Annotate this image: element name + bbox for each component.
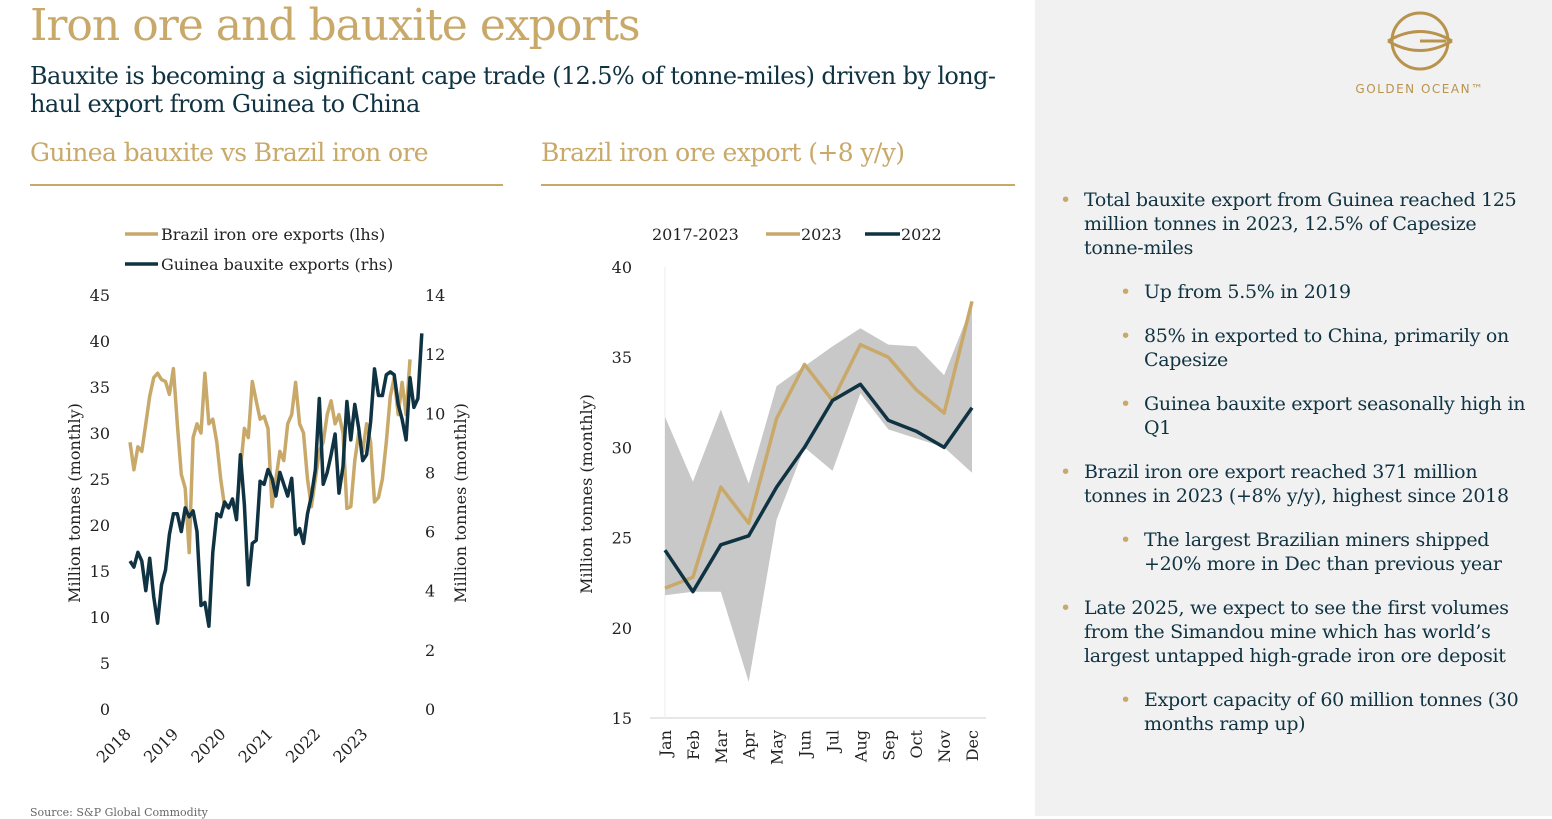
- range-band: [665, 304, 972, 682]
- x-tick-label: Feb: [684, 730, 703, 760]
- legend-label: 2017-2023: [652, 225, 739, 244]
- x-tick-label: Jan: [656, 730, 675, 758]
- guinea-brazil-chart: 0 5 10 15 20 25 30 35 40 45 0 2 4 6 8 10 12 14 Million ton…: [65, 225, 470, 767]
- y2-tick-label: 10: [425, 404, 445, 423]
- y-tick-label: 15: [90, 562, 110, 581]
- series-line: [128, 333, 424, 628]
- y-tick-label: 30: [612, 438, 632, 457]
- source-note: Source: S&P Global Commodity: [30, 806, 208, 819]
- right-title-divider: [541, 184, 1015, 186]
- y-tick-label: 5: [100, 654, 110, 673]
- golden-ocean-logo-icon: [1387, 11, 1453, 71]
- left-chart-title: Guinea bauxite vs Brazil iron ore: [30, 138, 429, 167]
- x-tick-label: Oct: [907, 729, 926, 758]
- x-tick-label: 2018: [93, 724, 135, 766]
- left-title-divider: [30, 184, 503, 186]
- x-tick-label: Jun: [796, 730, 815, 759]
- legend-label: Brazil iron ore exports (lhs): [161, 225, 385, 244]
- x-tick-label: 2023: [329, 724, 371, 766]
- sub-bullet-item: Up from 5.5% in 2019: [1120, 280, 1530, 304]
- y2-tick-label: 12: [425, 345, 445, 364]
- y2-tick-label: 6: [425, 523, 435, 542]
- y-tick-label: 40: [90, 332, 110, 351]
- y2-tick-label: 8: [425, 463, 435, 482]
- page-title: Iron ore and bauxite exports: [30, 0, 641, 51]
- x-tick-label: 2022: [282, 724, 324, 766]
- y-tick-label: 40: [612, 258, 632, 277]
- bullet-item: Late 2025, we expect to see the first vo…: [1060, 596, 1530, 668]
- legend-label: 2022: [901, 225, 942, 244]
- y2-tick-label: 0: [425, 700, 435, 719]
- logo: GOLDEN OCEAN™: [1340, 8, 1500, 96]
- y2-tick-label: 4: [425, 582, 435, 601]
- x-tick-label: 2021: [235, 724, 277, 766]
- x-tick-label: Apr: [740, 730, 759, 761]
- right-chart-title: Brazil iron ore export (+8 y/y): [541, 138, 905, 167]
- y-tick-label: 20: [612, 619, 632, 638]
- y-tick-label: 45: [90, 286, 110, 305]
- y2-tick-label: 14: [425, 286, 445, 305]
- y-tick-label: 20: [90, 516, 110, 535]
- series-line: [663, 382, 974, 594]
- series-line: [664, 300, 974, 590]
- x-tick-label: Nov: [935, 730, 954, 763]
- y-tick-label: 35: [90, 378, 110, 397]
- brazil-monthly-chart: 15 20 25 30 35 40 Million tonnes (monthly) Jan F…: [577, 225, 986, 765]
- x-tick-label: Jul: [823, 730, 842, 754]
- bullet-list: Total bauxite export from Guinea reached…: [1060, 188, 1530, 756]
- sub-bullet-item: Export capacity of 60 million tonnes (30…: [1120, 688, 1530, 736]
- legend-label: 2023: [801, 225, 842, 244]
- x-tick-label: 2019: [140, 724, 182, 766]
- y-tick-label: 15: [612, 709, 632, 728]
- x-tick-label: Dec: [963, 730, 982, 761]
- bullet-item: Brazil iron ore export reached 371 milli…: [1060, 460, 1530, 508]
- bullet-item: Total bauxite export from Guinea reached…: [1060, 188, 1530, 260]
- y-axis-label: Million tonnes (monthly): [577, 394, 596, 594]
- y2-axis-label: Million tonnes (monthly): [451, 403, 470, 603]
- sub-bullet-item: The largest Brazilian miners shipped +20…: [1120, 528, 1530, 576]
- logo-text: GOLDEN OCEAN™: [1355, 82, 1485, 96]
- y-tick-label: 25: [612, 529, 632, 548]
- y-tick-label: 35: [612, 348, 632, 367]
- y2-tick-label: 2: [425, 641, 435, 660]
- y-tick-label: 0: [100, 700, 110, 719]
- y-tick-label: 30: [90, 424, 110, 443]
- x-tick-label: 2020: [187, 724, 229, 766]
- x-tick-label: May: [768, 730, 787, 765]
- legend-label: Guinea bauxite exports (rhs): [161, 255, 393, 274]
- x-tick-label: Sep: [879, 730, 898, 761]
- page-subtitle: Bauxite is becoming a significant cape t…: [30, 62, 996, 118]
- y-axis-label: Million tonnes (monthly): [65, 403, 84, 603]
- x-tick-label: Mar: [712, 730, 731, 764]
- sub-bullet-item: Guinea bauxite export seasonally high in…: [1120, 392, 1530, 440]
- sub-bullet-item: 85% in exported to China, primarily on C…: [1120, 324, 1530, 372]
- y-tick-label: 10: [90, 608, 110, 627]
- x-tick-label: Aug: [851, 730, 870, 763]
- series-line: [128, 359, 412, 555]
- y-tick-label: 25: [90, 470, 110, 489]
